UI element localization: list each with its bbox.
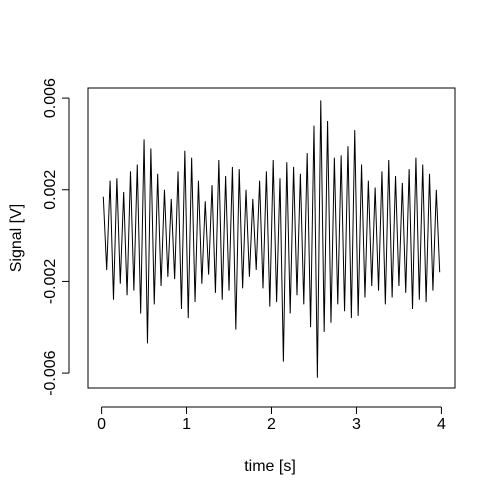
y-tick-label: 0.002 [42,170,59,210]
x-axis-label: time [s] [244,458,296,475]
x-tick-label: 2 [267,416,276,433]
y-axis-label: Signal [V] [8,204,25,272]
y-tick-label: -0.006 [42,350,59,395]
x-tick-label: 0 [97,416,106,433]
x-tick-label: 1 [182,416,191,433]
signal-line [102,100,441,378]
y-tick-label: -0.002 [42,259,59,304]
plot-box [87,87,456,389]
x-tick-label: 3 [352,416,361,433]
y-tick-label: 0.006 [42,78,59,118]
x-tick-label: 4 [437,416,446,433]
